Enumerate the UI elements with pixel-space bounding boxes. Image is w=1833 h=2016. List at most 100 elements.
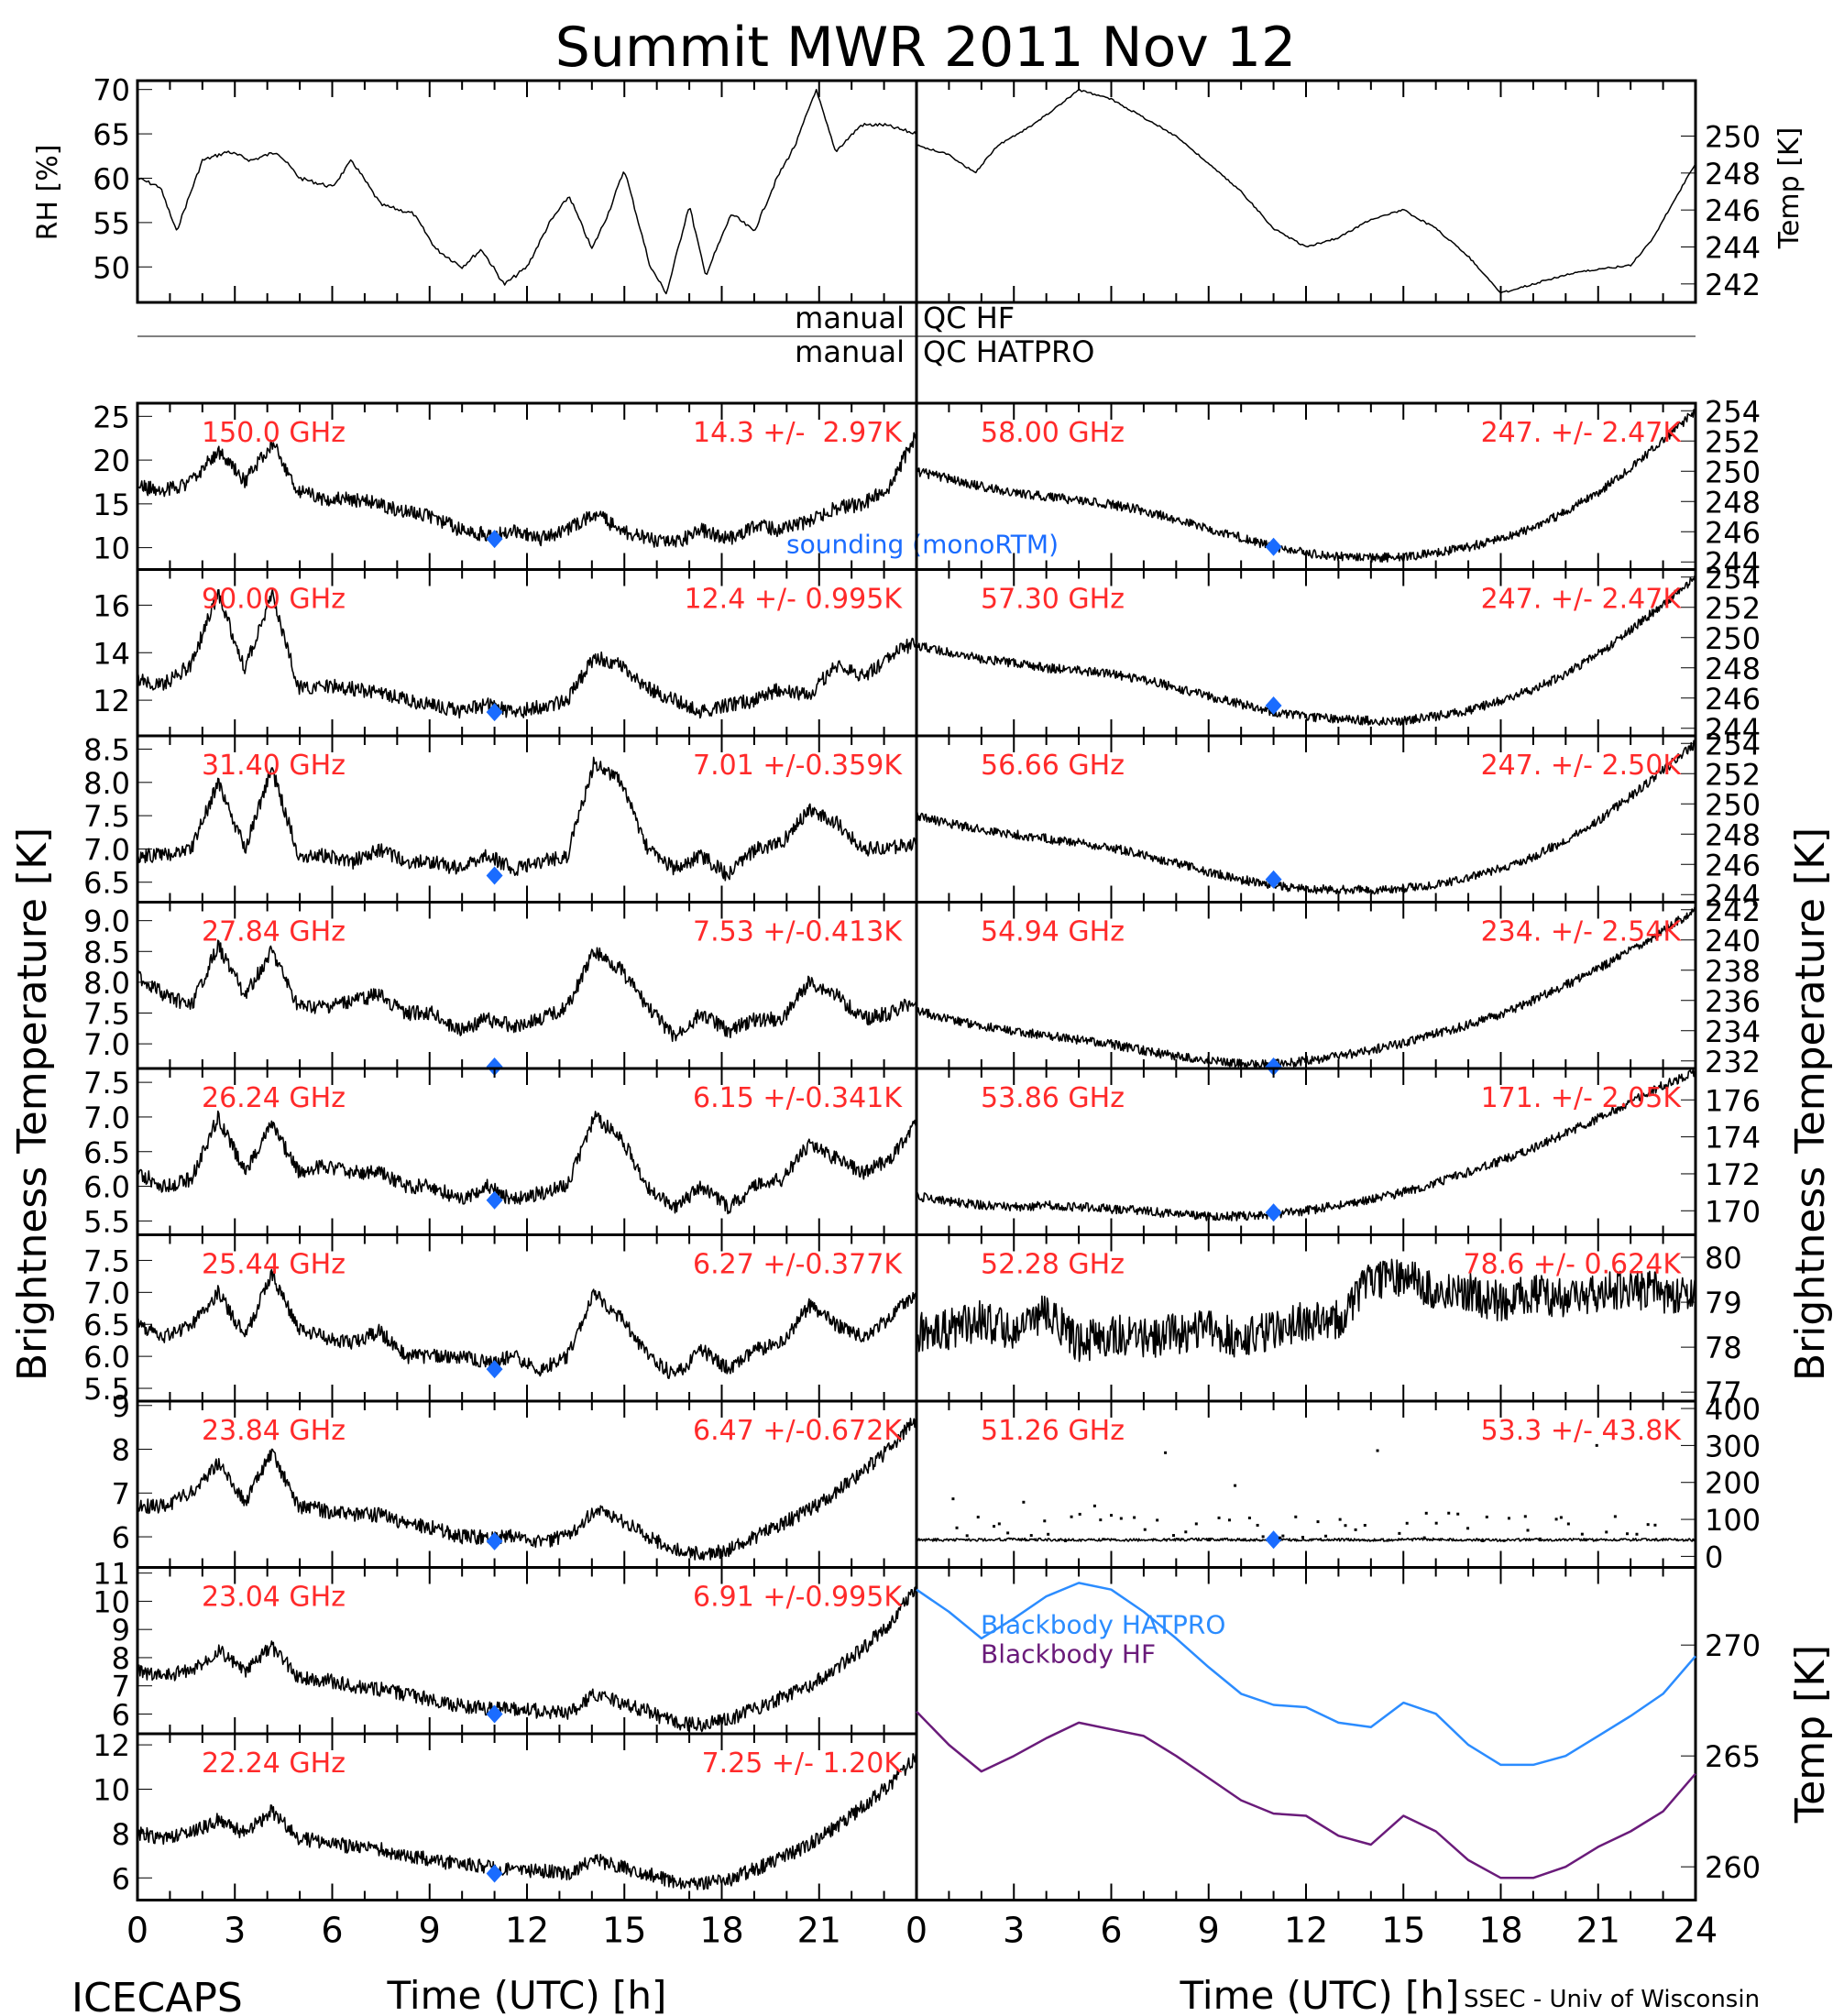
- temp-ytick-label: 248: [1705, 157, 1761, 192]
- ch2384-ytick-label: 6: [112, 1520, 130, 1555]
- ch150-series-line-0: [137, 428, 917, 548]
- ch2784-ytick-label: 7.0: [83, 1027, 130, 1062]
- ch2544-series-line-0: [137, 1268, 917, 1379]
- ch2624-ytick-label: 6.5: [83, 1135, 130, 1170]
- ch5386-ytick-label: 176: [1705, 1083, 1761, 1118]
- ch5126-outlier-point: [1626, 1532, 1630, 1536]
- ch5126-outlier-point: [1256, 1523, 1259, 1527]
- ch2384-panel: 6 7 8 9 23.84 GHz 6.47 +/-0.672K: [112, 1389, 918, 1569]
- ch5126-outlier-point: [1635, 1532, 1639, 1536]
- x-tick-label-left: 9: [419, 1911, 441, 1951]
- ch5800-stats-label: 247. +/- 2.47K: [1481, 417, 1683, 449]
- ch5126-outlier-point: [1653, 1523, 1657, 1527]
- ch2384-ytick-label: 8: [112, 1433, 130, 1468]
- ch5126-outlier-point: [1466, 1527, 1470, 1530]
- ch5126-ytick-label: 400: [1705, 1392, 1761, 1427]
- ch2784-panel: 7.07.58.08.59.0 27.84 GHz 7.53 +/-0.413K: [83, 901, 918, 1076]
- ch2544-panel: 5.56.06.57.07.5 25.44 GHz 6.27 +/-0.377K: [83, 1233, 918, 1407]
- x-axis-label-right: Time (UTC) [h]: [1180, 1973, 1460, 2016]
- ch5126-outlier-point: [1043, 1519, 1047, 1523]
- x-tick-label-right: 3: [1003, 1911, 1025, 1951]
- ch5126-outlier-point: [1164, 1451, 1168, 1454]
- rh-ytick-label: 70: [93, 73, 130, 108]
- ch5666-frequency-label: 56.66 GHz: [981, 750, 1125, 782]
- ch5730-stats-label: 247. +/- 2.47K: [1481, 584, 1683, 616]
- ch2224-stats-label: 7.25 +/- 1.20K: [702, 1748, 904, 1780]
- ch3140-frequency-label: 31.40 GHz: [202, 750, 346, 782]
- chart-title: Summit MWR 2011 Nov 12: [555, 16, 1296, 80]
- blackbody-ytick-label: 260: [1705, 1850, 1761, 1885]
- ch5126-outlier-point: [1424, 1511, 1428, 1515]
- x-axis-label-left: Time (UTC) [h]: [387, 1973, 667, 2016]
- ch5494-ytick-label: 234: [1705, 1014, 1761, 1049]
- ch5126-outlier-point: [1078, 1512, 1081, 1516]
- ch5126-outlier-point: [1064, 1539, 1068, 1542]
- ch2784-sounding-marker: [486, 1057, 503, 1076]
- ch5126-outlier-point: [1119, 1517, 1123, 1520]
- ch2624-frequency-label: 26.24 GHz: [202, 1082, 346, 1114]
- ch90-stats-label: 12.4 +/- 0.995K: [685, 584, 904, 616]
- ch5126-ytick-label: 100: [1705, 1503, 1761, 1538]
- sounding-legend-label: sounding (monoRTM): [786, 530, 1059, 560]
- x-tick-label-left: 6: [321, 1911, 343, 1951]
- ch150-stats-label: 14.3 +/- 2.97K: [693, 417, 903, 449]
- ch2624-stats-label: 6.15 +/-0.341K: [693, 1082, 903, 1114]
- ch5494-sounding-marker: [1265, 1057, 1282, 1076]
- ch5494-ytick-label: 238: [1705, 954, 1761, 989]
- ch5126-outlier-point: [1376, 1449, 1379, 1452]
- ch5126-outlier-point: [1456, 1512, 1460, 1516]
- ch5126-ytick-label: 300: [1705, 1429, 1761, 1463]
- ch5126-outlier-point: [1156, 1518, 1159, 1522]
- temp-series-line-0: [916, 89, 1696, 294]
- ch2224-ytick-label: 12: [93, 1728, 130, 1763]
- qc-hf-label: manual: [795, 301, 905, 335]
- ch5386-sounding-marker: [1265, 1203, 1282, 1222]
- x-tick-label-right: 24: [1674, 1911, 1718, 1951]
- blackbody-ytick-label: 270: [1705, 1628, 1761, 1663]
- ch5126-outlier-point: [1422, 1536, 1426, 1539]
- ch5126-outlier-point: [1605, 1530, 1608, 1534]
- ch2304-ytick-label: 11: [93, 1557, 130, 1592]
- ch2384-sounding-marker: [486, 1531, 503, 1550]
- ch2224-panel: 6 8 10 12 22.24 GHz 7.25 +/- 1.20K: [93, 1728, 918, 1901]
- ch2544-ytick-label: 7.5: [83, 1244, 130, 1278]
- ch5800-ytick-label: 246: [1705, 515, 1761, 550]
- ch5666-ytick-label: 248: [1705, 817, 1761, 852]
- ch2544-stats-label: 6.27 +/-0.377K: [693, 1249, 903, 1281]
- ch150-sounding-marker: [486, 530, 503, 549]
- temp-ytick-label: 242: [1705, 268, 1761, 302]
- x-tick-label-right: 21: [1576, 1911, 1620, 1951]
- ch5126-outlier-point: [1294, 1515, 1298, 1518]
- ch5228-frequency-label: 52.28 GHz: [981, 1249, 1125, 1281]
- x-tick-label-left: 21: [797, 1911, 841, 1951]
- ch2544-ytick-label: 6.5: [83, 1308, 130, 1342]
- ch150-ytick-label: 25: [93, 400, 130, 434]
- blackbody-series-line-0: [916, 1582, 1696, 1767]
- ch90-ytick-label: 16: [93, 588, 130, 623]
- x-tick-label-right: 9: [1198, 1911, 1220, 1951]
- ch5126-outlier-point: [1502, 1539, 1506, 1542]
- ch5666-ytick-label: 244: [1705, 878, 1761, 913]
- ch2304-ytick-label: 6: [112, 1697, 130, 1732]
- ch5126-outlier-point: [1279, 1536, 1282, 1539]
- ch5126-ytick-label: 0: [1705, 1539, 1723, 1574]
- ch5228-ytick-label: 79: [1705, 1286, 1742, 1320]
- ch5126-outlier-point: [1133, 1516, 1136, 1519]
- ch5666-ytick-label: 246: [1705, 848, 1761, 882]
- ch2304-stats-label: 6.91 +/-0.995K: [693, 1582, 903, 1614]
- ch90-series-line-0: [137, 588, 917, 719]
- x-tick-label-left: 15: [602, 1911, 646, 1951]
- temp-ytick-label: 250: [1705, 120, 1761, 155]
- qc-hatpro-value: QC HATPRO: [923, 334, 1094, 369]
- ch5126-stats-label: 53.3 +/- 43.8K: [1481, 1415, 1683, 1447]
- ch5800-ytick-label: 254: [1705, 394, 1761, 429]
- ch3140-ytick-label: 8.5: [83, 733, 130, 768]
- ch5126-outlier-point: [1217, 1516, 1221, 1519]
- ch5126-outlier-point: [1207, 1539, 1211, 1542]
- ch2784-ytick-label: 8.0: [83, 966, 130, 1001]
- ch2784-ytick-label: 9.0: [83, 904, 130, 939]
